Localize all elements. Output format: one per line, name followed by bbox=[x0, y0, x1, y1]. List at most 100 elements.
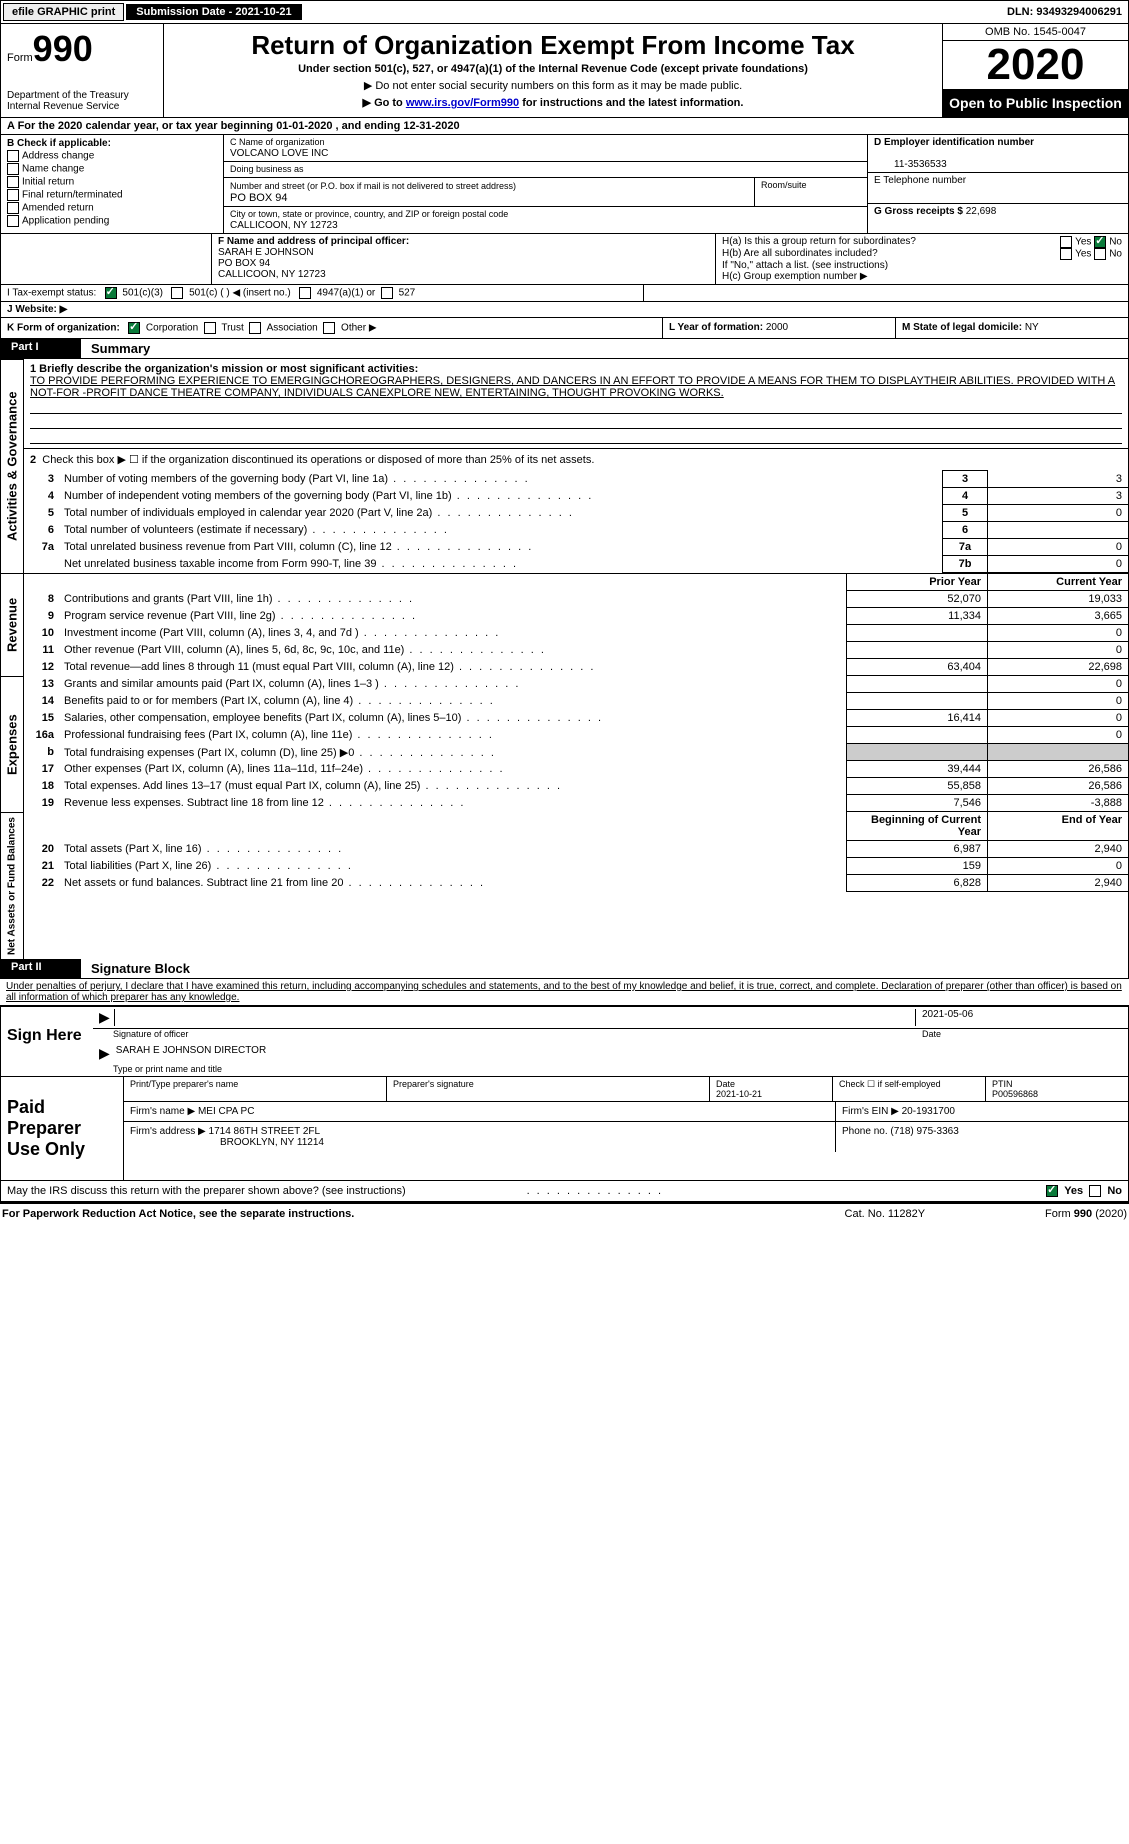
efile-print-button[interactable]: efile GRAPHIC print bbox=[3, 3, 124, 21]
note-ssn: ▶ Do not enter social security numbers o… bbox=[174, 79, 932, 92]
officer-addr: PO BOX 94 bbox=[218, 258, 270, 269]
form-header: Form990 Department of the Treasury Inter… bbox=[0, 24, 1129, 118]
line-k-label: K Form of organization: bbox=[7, 323, 120, 334]
chk-initial-return[interactable]: Initial return bbox=[7, 176, 217, 188]
paid-preparer-label: Paid Preparer Use Only bbox=[1, 1077, 124, 1180]
officer-name: SARAH E JOHNSON bbox=[218, 247, 314, 258]
gross-receipts-value: 22,698 bbox=[966, 206, 997, 217]
col-end-year: End of Year bbox=[988, 812, 1129, 841]
line-k: K Form of organization: Corporation Trus… bbox=[0, 318, 1129, 339]
sig-officer-label: Signature of officer bbox=[113, 1029, 922, 1039]
room-label: Room/suite bbox=[755, 178, 867, 206]
section-governance: Activities & Governance 1 Briefly descri… bbox=[0, 359, 1129, 573]
section-revenue: Revenue Prior Year Current Year 8Contrib… bbox=[0, 573, 1129, 676]
table-row: 19Revenue less expenses. Subtract line 1… bbox=[24, 795, 1128, 812]
col-begin-year: Beginning of Current Year bbox=[847, 812, 988, 841]
form-num: 990 bbox=[33, 28, 93, 69]
arrow-icon: ▶ bbox=[99, 1009, 110, 1026]
prep-date: 2021-10-21 bbox=[716, 1089, 762, 1099]
dept-treasury: Department of the Treasury Internal Reve… bbox=[7, 90, 157, 112]
table-row: 13Grants and similar amounts paid (Part … bbox=[24, 676, 1128, 693]
chk-527[interactable] bbox=[381, 287, 393, 299]
col-current-year: Current Year bbox=[988, 574, 1129, 591]
chk-final-return[interactable]: Final return/terminated bbox=[7, 189, 217, 201]
chk-name-change[interactable]: Name change bbox=[7, 163, 217, 175]
ha-label: H(a) Is this a group return for subordin… bbox=[722, 236, 1060, 248]
submission-date-value: 2021-10-21 bbox=[235, 6, 291, 18]
firm-name: MEI CPA PC bbox=[198, 1106, 255, 1117]
ptin-value: P00596868 bbox=[992, 1089, 1038, 1099]
chk-application-pending[interactable]: Application pending bbox=[7, 215, 217, 227]
chk-trust[interactable] bbox=[204, 322, 216, 334]
ein-label: D Employer identification number bbox=[874, 137, 1034, 148]
chk-501c3[interactable] bbox=[105, 287, 117, 299]
ptin-label: PTIN bbox=[992, 1079, 1013, 1089]
box-h: H(a) Is this a group return for subordin… bbox=[715, 234, 1128, 284]
form-subtitle: Under section 501(c), 527, or 4947(a)(1)… bbox=[174, 63, 932, 75]
chk-amended-return[interactable]: Amended return bbox=[7, 202, 217, 214]
governance-table: 3Number of voting members of the governi… bbox=[24, 470, 1128, 573]
revenue-table: Prior Year Current Year 8Contributions a… bbox=[24, 573, 1128, 676]
vtab-expenses: Expenses bbox=[0, 676, 24, 812]
box-f: F Name and address of principal officer:… bbox=[212, 234, 715, 284]
prep-sig-label: Preparer's signature bbox=[387, 1077, 710, 1101]
chk-other[interactable] bbox=[323, 322, 335, 334]
section-net-assets: Net Assets or Fund Balances Beginning of… bbox=[0, 812, 1129, 959]
box-d: D Employer identification number 11-3536… bbox=[867, 135, 1128, 233]
line-j: J Website: ▶ bbox=[0, 302, 1129, 318]
chk-corporation[interactable] bbox=[128, 322, 140, 334]
city-label: City or town, state or province, country… bbox=[230, 209, 508, 219]
may-irs-no[interactable]: No bbox=[1089, 1185, 1122, 1197]
may-irs-label: May the IRS discuss this return with the… bbox=[7, 1185, 527, 1197]
may-irs-row: May the IRS discuss this return with the… bbox=[0, 1181, 1129, 1202]
org-name: VOLCANO LOVE INC bbox=[230, 148, 328, 159]
ha-yes[interactable]: Yes bbox=[1060, 236, 1091, 248]
form-number: Form990 bbox=[7, 28, 157, 70]
dln-label: DLN: bbox=[1007, 6, 1036, 18]
table-row: 8Contributions and grants (Part VIII, li… bbox=[24, 591, 1128, 608]
section-expenses: Expenses 13Grants and similar amounts pa… bbox=[0, 676, 1129, 812]
sign-here-section: Sign Here ▶ 2021-05-06 Signature of offi… bbox=[0, 1005, 1129, 1077]
table-row: 7aTotal unrelated business revenue from … bbox=[24, 539, 1128, 556]
line-2: Check this box ▶ ☐ if the organization d… bbox=[42, 454, 594, 466]
check-self-employed[interactable]: Check ☐ if self-employed bbox=[833, 1077, 986, 1101]
org-address: PO BOX 94 bbox=[230, 192, 287, 204]
chk-association[interactable] bbox=[249, 322, 261, 334]
submission-date-label: Submission Date - bbox=[136, 6, 235, 18]
table-row: 18Total expenses. Add lines 13–17 (must … bbox=[24, 778, 1128, 795]
table-row: 3Number of voting members of the governi… bbox=[24, 471, 1128, 488]
table-row: 17Other expenses (Part IX, column (A), l… bbox=[24, 761, 1128, 778]
chk-address-change[interactable]: Address change bbox=[7, 150, 217, 162]
hb-yes[interactable]: Yes bbox=[1060, 248, 1091, 260]
firm-city: BROOKLYN, NY 11214 bbox=[130, 1137, 324, 1148]
submission-date: Submission Date - 2021-10-21 bbox=[126, 4, 301, 20]
sig-date: 2021-05-06 bbox=[915, 1009, 1122, 1026]
firm-phone: (718) 975-3363 bbox=[890, 1126, 958, 1137]
footer-right: Form 990 (2020) bbox=[1045, 1208, 1127, 1220]
expenses-table: 13Grants and similar amounts paid (Part … bbox=[24, 676, 1128, 812]
mission-text: TO PROVIDE PERFORMING EXPERIENCE TO EMER… bbox=[30, 375, 1115, 399]
vtab-governance: Activities & Governance bbox=[0, 359, 24, 573]
irs-link[interactable]: www.irs.gov/Form990 bbox=[406, 97, 519, 109]
note-link-post: for instructions and the latest informat… bbox=[519, 97, 743, 109]
chk-501c[interactable] bbox=[171, 287, 183, 299]
part-1-num: Part I bbox=[1, 339, 81, 358]
open-to-public: Open to Public Inspection bbox=[943, 89, 1128, 117]
may-irs-yes[interactable]: Yes bbox=[1046, 1185, 1083, 1197]
paid-preparer-section: Paid Preparer Use Only Print/Type prepar… bbox=[0, 1077, 1129, 1181]
note-link: ▶ Go to www.irs.gov/Form990 for instruct… bbox=[174, 96, 932, 109]
arrow-icon: ▶ bbox=[99, 1045, 110, 1062]
type-name-label: Type or print name and title bbox=[93, 1064, 1128, 1076]
table-row: 11Other revenue (Part VIII, column (A), … bbox=[24, 642, 1128, 659]
firm-addr: 1714 86TH STREET 2FL bbox=[209, 1126, 321, 1137]
hb-no[interactable]: No bbox=[1094, 248, 1122, 260]
part-1-header: Part I Summary bbox=[0, 339, 1129, 359]
table-row: Net unrelated business taxable income fr… bbox=[24, 556, 1128, 573]
chk-4947[interactable] bbox=[299, 287, 311, 299]
col-prior-year: Prior Year bbox=[847, 574, 988, 591]
part-1-title: Summary bbox=[81, 339, 1128, 358]
box-c: C Name of organization VOLCANO LOVE INC … bbox=[224, 135, 867, 233]
mission-label: 1 Briefly describe the organization's mi… bbox=[30, 363, 418, 375]
ha-no[interactable]: No bbox=[1094, 236, 1122, 248]
hc-label: H(c) Group exemption number ▶ bbox=[722, 271, 1122, 282]
